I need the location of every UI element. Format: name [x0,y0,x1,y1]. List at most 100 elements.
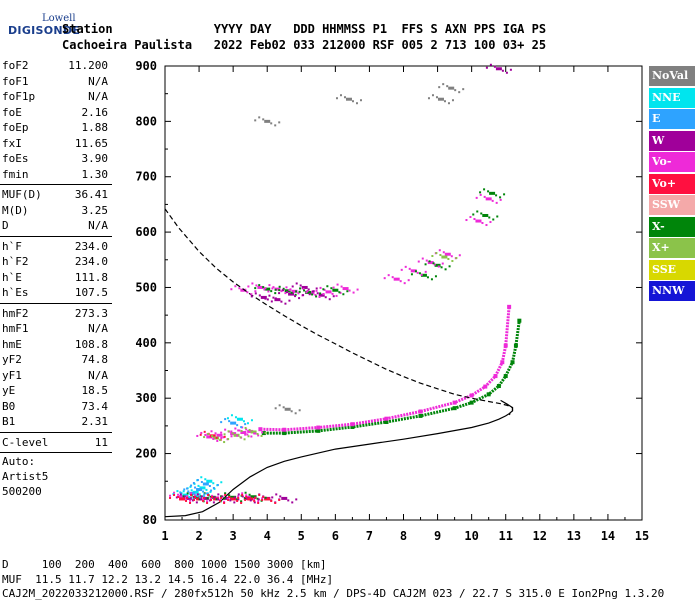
echo-speck-w [274,297,277,300]
param-value: 11.65 [74,136,108,150]
echo-speck-vo [189,501,192,504]
echo-vo [257,285,264,289]
echo-speck-vo [331,292,334,295]
echo-speck-vo [465,219,468,222]
legend-item-sse: SSE [649,259,695,280]
echo-speck-noval [355,102,358,105]
echo-speck-x [303,289,306,292]
echo-x [316,428,321,433]
echo-vo [206,435,213,439]
param-row: h`Es 107.5 [0,285,112,301]
echo-w [185,496,192,500]
echo-speck-x [215,498,218,501]
param-row: h`F 234.0 [0,239,112,255]
echo-speck-x [203,492,206,495]
echo-speck-vo [483,195,486,198]
legend-item-w: W [649,130,695,151]
echo-x [282,431,287,436]
echo-speck-vo [421,257,424,260]
echo-speck-w [291,501,294,504]
echo-vo [240,431,247,435]
legend-item-e: E [649,109,695,129]
echo-speck-w [221,495,224,498]
param-value: 2.16 [81,105,109,119]
echo-speck-vo [253,498,256,501]
echo-speck-vo [318,296,321,298]
param-row: yF2 74.8 [0,352,112,368]
echo-speck-vo [177,493,180,496]
echo-speck-x [496,215,499,218]
param-value: N/A [88,322,108,335]
echo-speck-x [434,275,437,278]
echo-speck-x [264,431,267,434]
echo-speck-e [190,484,193,487]
echo-vo [316,425,321,430]
echo-speck-vo [210,430,213,433]
x-tick-label: 7 [366,529,373,543]
legend-item-x: X+ [649,238,695,258]
echo-speck-w [233,501,236,504]
echo-speck-vo [306,290,309,292]
panel-divider [0,431,112,433]
echo-x [250,430,257,434]
echo-speck-vo [271,287,274,290]
echo-speck-nne [197,484,200,487]
echo-speck-e [187,490,190,493]
echo-speck-x [487,190,490,193]
echo-speck-vo [407,279,410,282]
echo-speck-vo [254,290,257,293]
echo-speck-vo [245,495,248,498]
echo-noval [448,86,455,90]
echo-speck-e [206,492,209,495]
param-name: MUF(D) [2,188,42,201]
echo-w [288,292,295,296]
param-row: yF1 N/A [0,368,112,384]
echo-speck-w [509,68,512,71]
echo-speck-e [194,486,197,489]
param-name: M(D) [2,203,29,217]
echo-speck-vo [254,432,257,435]
echo-speck-e [186,487,189,490]
echo-speck-w [286,291,289,294]
echo-speck-x [224,492,227,495]
echo-nne [199,486,206,490]
echo-vo [393,277,400,281]
echo-speck-vo [244,498,247,501]
echo-speck-w [237,493,240,496]
echo-speck-x [206,497,209,500]
echo-speck-vo [245,494,248,497]
param-value: N/A [88,90,108,103]
echo-speck-noval [298,409,301,412]
echo-speck-w [485,66,488,69]
echo-speck-vo [340,285,343,288]
echo-speck-nne [188,496,191,499]
echo-vo [240,288,247,292]
echo-noval [437,97,444,101]
echo-speck-vo [491,199,494,202]
echo-speck-noval [458,91,461,94]
echo-speck-e [196,479,199,482]
echo-speck-w [324,296,327,299]
echo-speck-vo [204,433,207,436]
echo-speck-vo [194,494,197,497]
echo-vo [325,290,332,294]
echo-speck-vo [234,285,237,288]
echo-speck-x [448,265,451,268]
echo-speck-nne [200,476,203,479]
echo-speck-vo [255,284,258,287]
echo-speck-vo [194,495,197,498]
param-value: 2.31 [81,415,109,428]
echo-speck-noval [258,116,261,119]
echo-x [305,290,312,294]
header-line-1: Station YYYY DAY DDD HHMMSS P1 FFS S AXN… [62,22,547,36]
echo-speck-vo [223,435,226,438]
echo-vo [230,497,237,501]
echo-speck-vo [424,270,427,273]
y-tick-label: 800 [135,114,157,128]
param-name: h`F [2,239,22,253]
echo-speck-x [315,295,318,298]
echo-speck-w [268,294,271,297]
echo-speck-noval [447,102,450,105]
echo-vo [264,497,271,501]
echo-x [434,263,441,267]
